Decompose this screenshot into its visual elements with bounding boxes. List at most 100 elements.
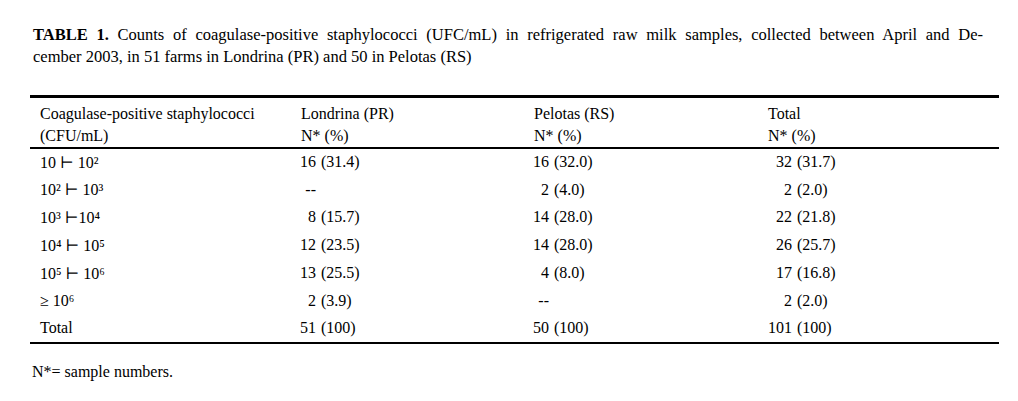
range-cell: Total <box>30 315 292 343</box>
table-caption: TABLE 1. Counts of coagulase-positive st… <box>33 24 983 68</box>
count-percent: (25.7) <box>792 236 836 253</box>
count-percent: (21.8) <box>792 208 836 225</box>
column-header-londrina: Londrina (PR) N* (%) <box>292 97 525 149</box>
count-percent: (25.5) <box>316 264 360 281</box>
count-cell-londrina: 8(15.7) <box>292 204 525 232</box>
count-cell-total: 26(25.7) <box>768 231 999 259</box>
table-row: 10² ⊢ 10³ -- 2(4.0) 2(2.0) <box>30 176 999 204</box>
footnote: N*= sample numbers. <box>32 363 173 381</box>
column-header-cfu: Coagulase-positive staphylococci (CFU/mL… <box>30 97 292 149</box>
table-row: 10⁴ ⊢ 10⁵ 12(23.5) 14(28.0) 26(25.7) <box>30 231 999 259</box>
caption-label: TABLE 1. <box>33 25 109 44</box>
count-cell-londrina: 2(3.9) <box>292 287 525 315</box>
count-percent: (3.9) <box>316 292 352 309</box>
count-number: 17 <box>768 264 792 282</box>
count-percent: (100) <box>792 319 832 336</box>
count-percent <box>549 292 554 309</box>
caption-line-2: cember 2003, in 51 farms in Londrina (PR… <box>33 46 983 68</box>
count-cell-londrina: 13(25.5) <box>292 259 525 287</box>
count-cell-pelotas: 14(28.0) <box>525 231 768 259</box>
page: TABLE 1. Counts of coagulase-positive st… <box>0 0 1018 401</box>
column-header-total: Total N* (%) <box>768 97 999 149</box>
count-number: 16 <box>292 153 316 171</box>
count-percent: (28.0) <box>549 208 593 225</box>
table-row: ≥ 10⁶ 2(3.9) -- 2(2.0) <box>30 287 999 315</box>
table-row-total: Total 51(100) 50(100) 101(100) <box>30 315 999 343</box>
count-cell-londrina: -- <box>292 176 525 204</box>
count-percent: (100) <box>316 319 356 336</box>
count-cell-pelotas: 14(28.0) <box>525 204 768 232</box>
table-body: 10 ⊢ 10² 16(31.4) 16(32.0) 32(31.7) 10² … <box>30 148 999 343</box>
count-cell-total: 101(100) <box>768 315 999 343</box>
count-number: 14 <box>525 208 549 226</box>
count-number: 2 <box>768 292 792 310</box>
count-cell-pelotas: 4(8.0) <box>525 259 768 287</box>
count-number: 22 <box>768 208 792 226</box>
column-header-line: N* (%) <box>301 125 525 147</box>
count-number: 16 <box>525 153 549 171</box>
caption-line-1-text: Counts of coagulase-positive staphylococ… <box>118 25 984 44</box>
column-header-line: Coagulase-positive staphylococci <box>40 103 292 125</box>
column-header-line: (CFU/mL) <box>40 125 292 147</box>
table-row: 10⁵ ⊢ 10⁶ 13(25.5) 4(8.0) 17(16.8) <box>30 259 999 287</box>
count-percent: (100) <box>549 319 589 336</box>
count-number: 50 <box>525 319 549 337</box>
count-cell-pelotas: -- <box>525 287 768 315</box>
count-percent: (4.0) <box>549 181 585 198</box>
range-cell: 10⁵ ⊢ 10⁶ <box>30 259 292 287</box>
range-cell: 10 ⊢ 10² <box>30 148 292 176</box>
count-percent: (2.0) <box>792 181 828 198</box>
count-cell-total: 17(16.8) <box>768 259 999 287</box>
count-cell-londrina: 12(23.5) <box>292 231 525 259</box>
count-percent: (2.0) <box>792 292 828 309</box>
count-percent: (8.0) <box>549 264 585 281</box>
count-cell-londrina: 16(31.4) <box>292 148 525 176</box>
header-row: Coagulase-positive staphylococci (CFU/mL… <box>30 97 999 149</box>
count-number: 32 <box>768 153 792 171</box>
count-percent: (31.7) <box>792 153 836 170</box>
count-cell-pelotas: 16(32.0) <box>525 148 768 176</box>
table-header: Coagulase-positive staphylococci (CFU/mL… <box>30 97 999 149</box>
count-cell-total: 2(2.0) <box>768 176 999 204</box>
range-cell: ≥ 10⁶ <box>30 287 292 315</box>
count-number: 2 <box>525 181 549 199</box>
count-number: 26 <box>768 236 792 254</box>
count-percent: (32.0) <box>549 153 593 170</box>
count-number: 101 <box>768 319 792 337</box>
count-number: 4 <box>525 264 549 282</box>
count-percent <box>316 181 321 198</box>
count-percent: (31.4) <box>316 153 360 170</box>
column-header-line: N* (%) <box>534 125 768 147</box>
count-number: -- <box>525 292 549 310</box>
count-cell-pelotas: 50(100) <box>525 315 768 343</box>
count-number: 12 <box>292 236 316 254</box>
count-percent: (16.8) <box>792 264 836 281</box>
counts-table: Coagulase-positive staphylococci (CFU/mL… <box>30 95 999 344</box>
count-number: 8 <box>292 208 316 226</box>
count-percent: (23.5) <box>316 236 360 253</box>
count-percent: (15.7) <box>316 208 360 225</box>
table-row: 10³ ⊢10⁴ 8(15.7) 14(28.0) 22(21.8) <box>30 204 999 232</box>
count-percent: (28.0) <box>549 236 593 253</box>
column-header-line: Total <box>768 103 999 125</box>
caption-line-1: TABLE 1. Counts of coagulase-positive st… <box>33 24 983 46</box>
range-cell: 10² ⊢ 10³ <box>30 176 292 204</box>
count-number: 13 <box>292 264 316 282</box>
count-cell-total: 22(21.8) <box>768 204 999 232</box>
count-number: 2 <box>292 292 316 310</box>
count-cell-total: 32(31.7) <box>768 148 999 176</box>
count-cell-total: 2(2.0) <box>768 287 999 315</box>
count-number: 14 <box>525 236 549 254</box>
table-row: 10 ⊢ 10² 16(31.4) 16(32.0) 32(31.7) <box>30 148 999 176</box>
count-cell-londrina: 51(100) <box>292 315 525 343</box>
column-header-line: N* (%) <box>768 125 999 147</box>
count-number: -- <box>292 181 316 199</box>
count-cell-pelotas: 2(4.0) <box>525 176 768 204</box>
range-cell: 10⁴ ⊢ 10⁵ <box>30 231 292 259</box>
column-header-pelotas: Pelotas (RS) N* (%) <box>525 97 768 149</box>
column-header-line: Londrina (PR) <box>301 103 525 125</box>
range-cell: 10³ ⊢10⁴ <box>30 204 292 232</box>
count-number: 51 <box>292 319 316 337</box>
count-number: 2 <box>768 181 792 199</box>
column-header-line: Pelotas (RS) <box>534 103 768 125</box>
